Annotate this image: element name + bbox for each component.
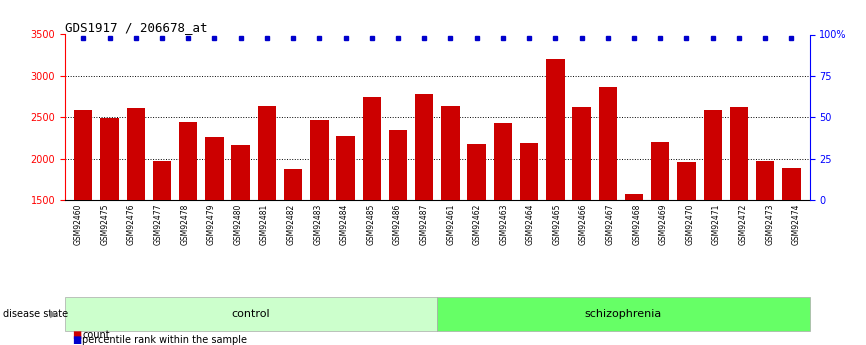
Text: GSM92464: GSM92464 (526, 204, 535, 245)
Text: percentile rank within the sample: percentile rank within the sample (82, 335, 248, 345)
Bar (152, 161, 171, 200)
Text: GSM92478: GSM92478 (180, 204, 189, 245)
Text: GSM92476: GSM92476 (127, 204, 136, 245)
Bar (782, 168, 800, 200)
Bar (598, 88, 617, 200)
Text: GSM92471: GSM92471 (712, 204, 721, 245)
Text: GSM92482: GSM92482 (287, 204, 295, 245)
Bar (74, 110, 93, 200)
Text: schizophrenia: schizophrenia (585, 309, 662, 319)
Text: GSM92469: GSM92469 (659, 204, 668, 245)
Bar (756, 161, 774, 200)
Text: GSM92486: GSM92486 (393, 204, 402, 245)
Text: GSM92483: GSM92483 (313, 204, 322, 245)
Bar (520, 143, 539, 200)
Bar (468, 144, 486, 200)
Bar (703, 110, 722, 200)
Text: GSM92487: GSM92487 (419, 204, 429, 245)
Text: GSM92470: GSM92470 (686, 204, 695, 245)
Text: ▶: ▶ (50, 309, 57, 319)
Bar (363, 97, 381, 200)
Text: GSM92473: GSM92473 (766, 204, 774, 245)
Text: GSM92468: GSM92468 (632, 204, 642, 245)
Text: GSM92474: GSM92474 (792, 204, 801, 245)
Text: GDS1917 / 206678_at: GDS1917 / 206678_at (65, 21, 208, 34)
Bar (494, 123, 512, 200)
Text: disease state: disease state (3, 309, 68, 319)
Bar (284, 169, 302, 200)
Bar (442, 106, 460, 200)
Bar (126, 108, 145, 200)
Text: GSM92472: GSM92472 (739, 204, 747, 245)
Text: control: control (232, 309, 270, 319)
Text: ■: ■ (72, 330, 81, 339)
Bar (389, 130, 407, 200)
Bar (730, 107, 748, 200)
Bar (625, 194, 643, 200)
Text: GSM92481: GSM92481 (260, 204, 269, 245)
Text: GSM92477: GSM92477 (153, 204, 163, 245)
Bar (231, 145, 249, 200)
Text: GSM92462: GSM92462 (473, 204, 481, 245)
Text: count: count (82, 330, 110, 339)
Text: GSM92460: GSM92460 (74, 204, 83, 245)
Text: GSM92479: GSM92479 (207, 204, 216, 245)
Text: GSM92484: GSM92484 (339, 204, 349, 245)
Text: GSM92461: GSM92461 (446, 204, 456, 245)
Bar (572, 107, 591, 200)
Bar (415, 94, 433, 200)
Text: GSM92475: GSM92475 (100, 204, 109, 245)
Text: ■: ■ (72, 335, 81, 345)
Bar (677, 162, 695, 200)
Text: GSM92485: GSM92485 (366, 204, 375, 245)
Bar (310, 120, 328, 200)
Text: GSM92466: GSM92466 (579, 204, 588, 245)
Bar (546, 59, 565, 200)
Bar (651, 142, 669, 200)
Bar (205, 137, 223, 200)
Text: GSM92467: GSM92467 (605, 204, 615, 245)
Text: GSM92463: GSM92463 (500, 204, 508, 245)
Bar (258, 106, 276, 200)
Bar (179, 122, 197, 200)
Text: GSM92480: GSM92480 (233, 204, 242, 245)
Text: GSM92465: GSM92465 (553, 204, 561, 245)
Bar (336, 136, 355, 200)
Bar (100, 118, 119, 200)
